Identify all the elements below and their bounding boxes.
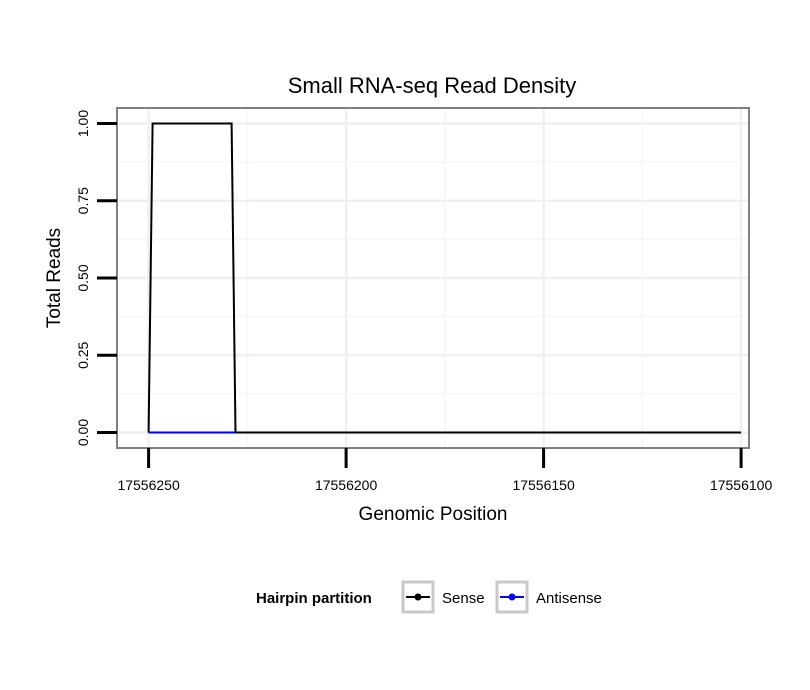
x-tick-label: 17556100 xyxy=(710,477,773,493)
chart-title: Small RNA-seq Read Density xyxy=(288,73,577,98)
legend-item-antisense: Antisense xyxy=(495,580,602,614)
legend: Hairpin partition Sense Antisense xyxy=(256,580,602,614)
y-tick-label: 0.50 xyxy=(75,264,91,291)
y-tick-label: 0.00 xyxy=(75,419,91,446)
legend-item-sense: Sense xyxy=(401,580,485,614)
x-tick-label: 17556250 xyxy=(117,477,180,493)
x-axis-label: Genomic Position xyxy=(359,504,508,525)
y-tick-label: 0.75 xyxy=(75,187,91,214)
y-axis-ticks: 0.00 0.25 0.50 0.75 1.00 xyxy=(75,110,117,446)
x-axis-ticks: 17556250 17556200 17556150 17556100 xyxy=(117,448,772,493)
legend-label-sense: Sense xyxy=(442,590,485,607)
series-line-sense xyxy=(147,122,742,434)
x-tick-label: 17556200 xyxy=(315,477,378,493)
y-axis-label: Total Reads xyxy=(44,228,65,328)
legend-marker-sense xyxy=(414,593,422,601)
legend-title: Hairpin partition xyxy=(256,590,372,607)
y-tick-label: 1.00 xyxy=(75,110,91,137)
series-lines xyxy=(147,122,742,434)
x-tick-label: 17556150 xyxy=(512,477,575,493)
y-tick-label: 0.25 xyxy=(75,341,91,368)
legend-label-antisense: Antisense xyxy=(536,590,602,607)
legend-marker-antisense xyxy=(508,593,516,601)
